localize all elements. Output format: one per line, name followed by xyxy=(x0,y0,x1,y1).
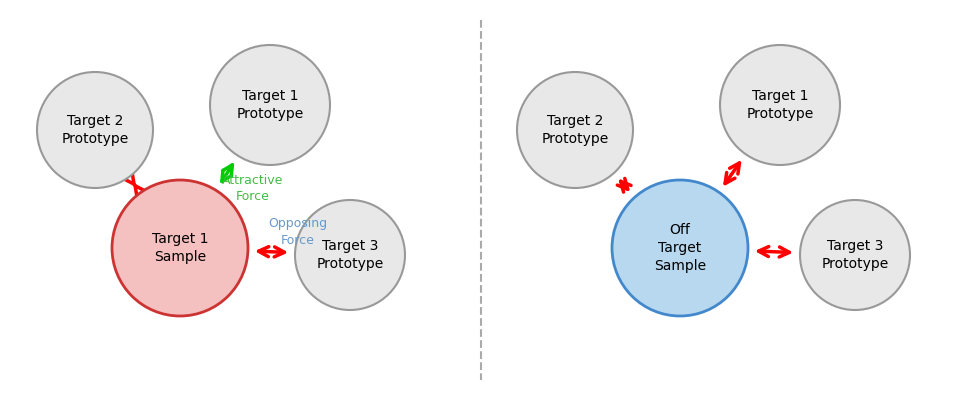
Text: Attractive
Force: Attractive Force xyxy=(222,174,283,202)
Circle shape xyxy=(295,200,405,310)
Text: Target 3
Prototype: Target 3 Prototype xyxy=(316,239,383,271)
Circle shape xyxy=(209,45,330,165)
Text: Off
Target
Sample: Off Target Sample xyxy=(653,222,705,274)
Text: Opposing
Force: Opposing Force xyxy=(268,218,328,246)
Text: Target 2
Prototype: Target 2 Prototype xyxy=(62,114,129,146)
Circle shape xyxy=(37,72,153,188)
Text: Target 3
Prototype: Target 3 Prototype xyxy=(821,239,888,271)
Circle shape xyxy=(516,72,632,188)
Circle shape xyxy=(611,180,748,316)
Circle shape xyxy=(800,200,909,310)
Text: Target 2
Prototype: Target 2 Prototype xyxy=(541,114,608,146)
Text: Target 1
Prototype: Target 1 Prototype xyxy=(746,89,813,121)
Text: Target 1
Sample: Target 1 Sample xyxy=(152,232,208,264)
Circle shape xyxy=(111,180,248,316)
Circle shape xyxy=(719,45,839,165)
Text: Target 1
Prototype: Target 1 Prototype xyxy=(236,89,304,121)
